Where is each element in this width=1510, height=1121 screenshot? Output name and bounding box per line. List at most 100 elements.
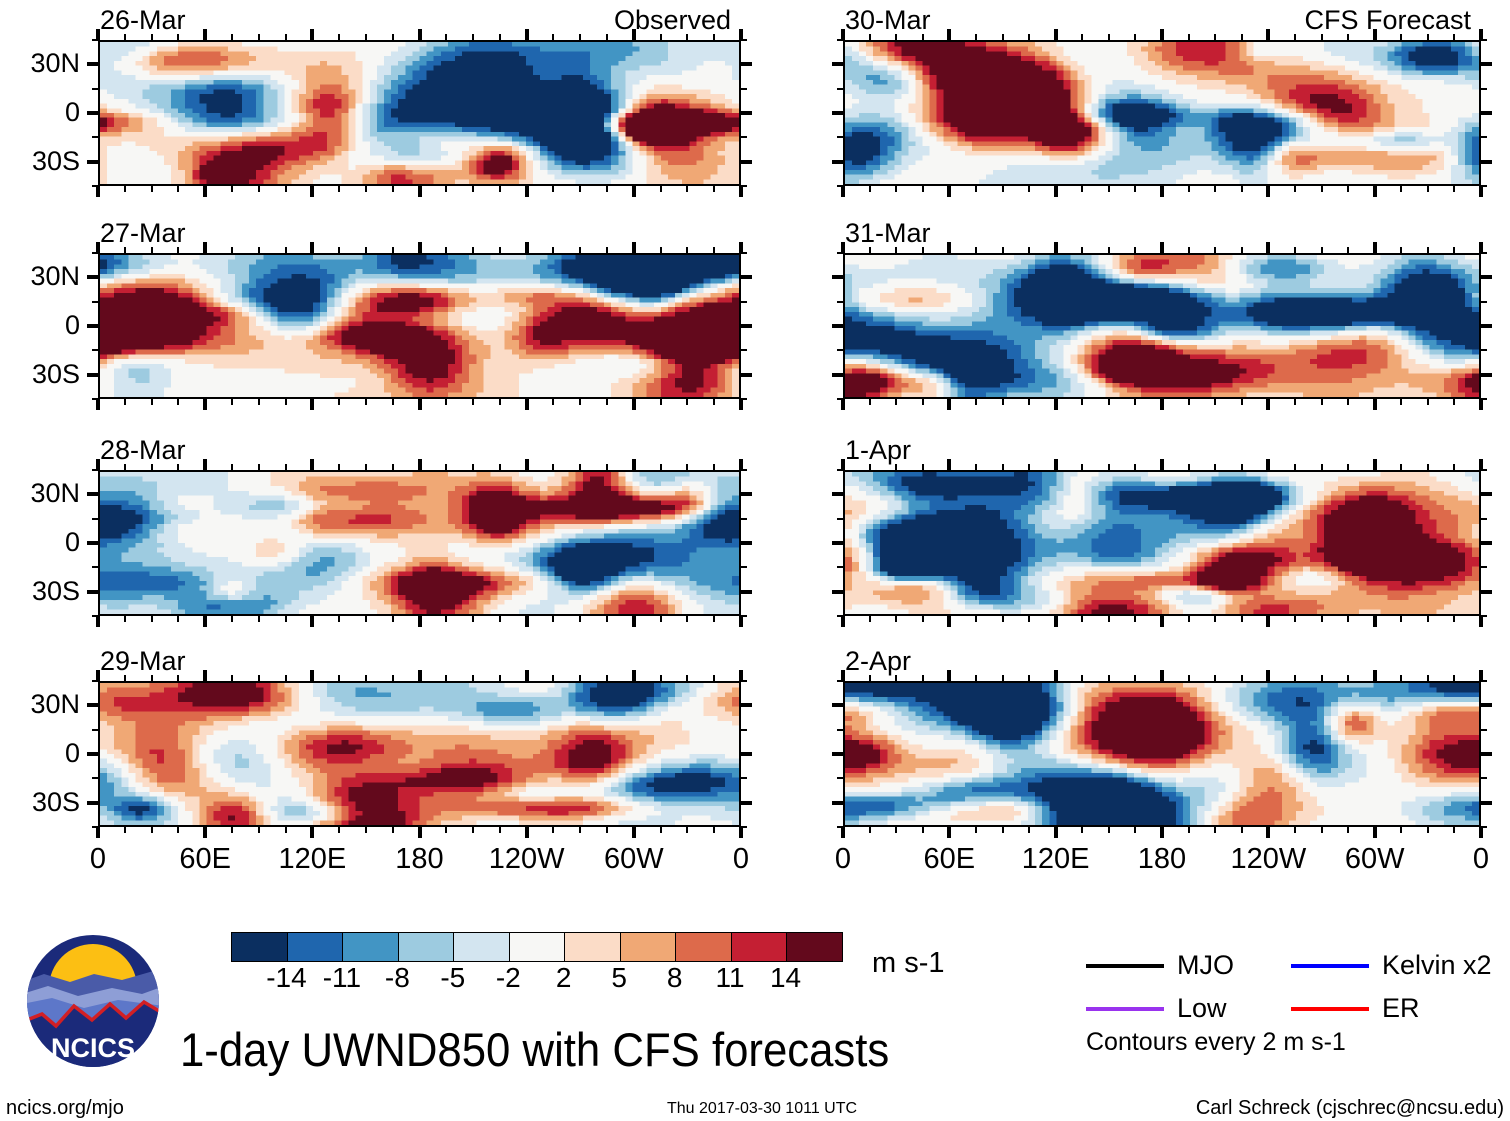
xtick-mark — [498, 247, 501, 253]
xtick-mark — [203, 459, 208, 470]
xtick-mark — [1426, 464, 1429, 470]
map-field-raster — [100, 42, 739, 184]
ytick-mark — [92, 517, 98, 520]
ytick-mark — [837, 469, 843, 471]
legend-label-er: ER — [1382, 995, 1420, 1022]
xtick-mark — [1107, 34, 1110, 40]
xtick-mark — [230, 464, 233, 470]
xtick-mark — [338, 675, 341, 681]
ytick-label-0: 0 — [0, 740, 80, 767]
ytick-mark — [87, 800, 98, 805]
ytick-mark — [832, 111, 843, 115]
xtick-mark — [96, 29, 100, 40]
xtick-mark — [868, 399, 871, 405]
xtick-mark — [472, 399, 475, 405]
ytick-mark — [741, 615, 747, 617]
ytick-mark — [741, 517, 747, 520]
xtick-mark — [947, 242, 952, 253]
ytick-mark — [741, 492, 752, 497]
ytick-mark — [87, 703, 98, 708]
xtick-mark — [338, 247, 341, 253]
ytick-label-0: 0 — [0, 99, 80, 126]
xtick-mark — [552, 399, 555, 405]
xtick-mark — [1107, 827, 1110, 833]
xtick-mark — [310, 186, 315, 197]
colorbar-segment-0 — [232, 933, 287, 961]
map-field-raster — [845, 42, 1479, 184]
xtick-mark — [1053, 242, 1058, 253]
xtick-mark — [524, 399, 529, 410]
footer-site-link[interactable]: ncics.org/mjo — [6, 1097, 124, 1120]
xtick-mark — [686, 827, 689, 833]
panel-date-label-27-mar: 27-Mar — [100, 220, 186, 247]
map-panel-27-mar — [98, 253, 741, 399]
colorbar-segment-5 — [508, 933, 565, 961]
xtick-mark — [1266, 399, 1271, 410]
xtick-mark — [1426, 186, 1429, 192]
ytick-mark — [741, 349, 747, 352]
xtick-mark — [1372, 29, 1377, 40]
xtick-mark — [417, 186, 422, 197]
ytick-mark — [837, 777, 843, 780]
colorbar-tick-2: 2 — [534, 964, 594, 992]
ytick-mark — [92, 566, 98, 569]
ytick-mark — [741, 324, 752, 328]
xtick-mark — [631, 827, 636, 838]
xtick-mark — [1320, 464, 1323, 470]
xtick-mark — [947, 459, 952, 470]
xtick-mark — [230, 675, 233, 681]
xtick-mark — [1160, 29, 1164, 40]
xtick-mark — [177, 247, 180, 253]
xtick-mark — [1028, 464, 1031, 470]
colorbar-tick--8: -8 — [367, 964, 427, 992]
xtick-mark — [1240, 675, 1243, 681]
xtick-mark — [230, 247, 233, 253]
xtick-mark — [284, 247, 287, 253]
xtick-mark — [472, 827, 475, 833]
xtick-mark — [1293, 399, 1296, 405]
xtick-mark — [417, 616, 422, 627]
xtick-mark — [713, 399, 716, 405]
xtick-mark — [1081, 186, 1084, 192]
xtick-mark — [606, 247, 609, 253]
ytick-label-0: 0 — [0, 312, 80, 339]
xtick-mark — [1453, 675, 1456, 681]
xtick-mark — [417, 242, 422, 253]
xtick-mark — [150, 616, 153, 622]
xtick-label-60W: 60W — [574, 845, 694, 874]
ytick-mark — [1481, 469, 1487, 471]
xtick-mark — [445, 399, 448, 405]
xtick-mark — [868, 827, 871, 833]
xtick-mark — [631, 186, 636, 197]
xtick-mark — [713, 34, 716, 40]
xtick-mark — [498, 616, 501, 622]
xtick-mark — [472, 247, 475, 253]
xtick-mark — [150, 399, 153, 405]
xtick-mark — [257, 464, 260, 470]
ytick-label-30S: 30S — [0, 788, 80, 816]
ytick-mark — [741, 703, 752, 708]
xtick-mark — [364, 827, 367, 833]
xtick-mark — [974, 186, 977, 192]
xtick-mark — [921, 616, 924, 622]
contour-interval-note: Contours every 2 m s-1 — [1086, 1028, 1346, 1057]
xtick-mark — [364, 675, 367, 681]
colorbar-tick--14: -14 — [256, 964, 316, 992]
ytick-mark — [741, 728, 747, 731]
xtick-mark — [1426, 827, 1429, 833]
xtick-mark — [1187, 186, 1190, 192]
xtick-mark — [364, 34, 367, 40]
xtick-mark — [1134, 675, 1137, 681]
xtick-mark — [841, 29, 845, 40]
column-header-cfs-forecast: CFS Forecast — [1304, 7, 1471, 34]
xtick-mark — [1293, 186, 1296, 192]
xtick-mark — [659, 399, 662, 405]
ytick-mark — [1481, 372, 1492, 377]
xtick-mark — [1400, 616, 1403, 622]
xtick-mark — [552, 464, 555, 470]
map-field-raster — [100, 472, 739, 614]
xtick-mark — [123, 616, 126, 622]
xtick-mark — [1214, 34, 1217, 40]
xtick-mark — [631, 399, 636, 410]
xtick-mark — [1214, 186, 1217, 192]
